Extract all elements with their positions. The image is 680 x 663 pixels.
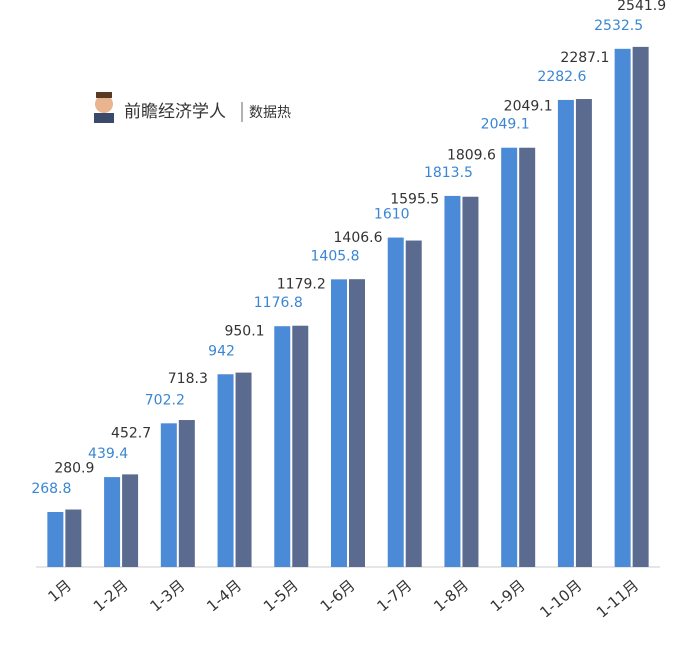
bar	[632, 46, 649, 567]
x-tick-label: 1-4月	[203, 576, 245, 615]
bar	[349, 279, 365, 567]
x-tick-label: 1-11月	[593, 576, 642, 621]
value-label: 280.9	[54, 461, 94, 477]
x-tick-label: 1-9月	[487, 576, 529, 615]
bar	[519, 147, 536, 568]
bar	[104, 477, 121, 567]
bar	[462, 196, 479, 567]
bar	[235, 372, 252, 567]
value-label: 1176.8	[254, 295, 303, 311]
bar	[122, 474, 139, 567]
tag: 数据热	[249, 105, 291, 121]
bar	[160, 423, 177, 567]
value-label: 1179.2	[277, 277, 326, 293]
value-label: 2049.1	[481, 117, 530, 133]
brand: 前瞻经济学人	[124, 102, 226, 122]
bar	[292, 325, 309, 567]
x-tick-label: 1-6月	[317, 576, 359, 615]
bar	[47, 511, 64, 567]
bar	[501, 147, 518, 568]
x-tick-label: 1月	[45, 576, 75, 606]
bar	[405, 240, 422, 568]
value-label: 1610	[374, 207, 410, 223]
value-label: 702.2	[145, 392, 185, 408]
value-label: 452.7	[111, 425, 151, 441]
bar	[575, 99, 592, 567]
x-tick-label: 1-5月	[260, 576, 302, 615]
brand-logo	[94, 92, 114, 123]
value-label: 1405.8	[311, 248, 360, 264]
value-label: 950.1	[224, 324, 264, 340]
bar	[65, 509, 82, 567]
value-label: 2532.5	[594, 18, 643, 34]
value-label: 1406.6	[334, 230, 383, 246]
value-label: 942	[208, 343, 235, 359]
bar	[614, 48, 631, 568]
x-tick-label: 1-3月	[147, 576, 189, 615]
value-label: 718.3	[168, 371, 208, 387]
bar	[178, 420, 195, 567]
x-tick-label: 1-2月	[90, 576, 132, 615]
value-label: 1813.5	[424, 165, 473, 181]
bar	[274, 326, 291, 567]
value-label: 2049.1	[504, 99, 553, 115]
value-label: 2282.6	[537, 69, 586, 85]
value-label: 2541.9	[617, 0, 666, 14]
value-label: 439.4	[88, 446, 128, 462]
value-label: 268.8	[31, 481, 71, 497]
bar	[444, 195, 461, 567]
value-label: 1595.5	[390, 192, 439, 208]
bar	[557, 99, 574, 568]
x-tick-label: 1-10月	[536, 576, 585, 621]
bar	[217, 374, 234, 567]
value-label: 1809.6	[447, 148, 496, 164]
bar	[387, 237, 404, 568]
x-tick-label: 1-7月	[373, 576, 415, 615]
x-tick-label: 1-8月	[430, 576, 472, 615]
bar	[331, 279, 347, 567]
value-label: 2287.1	[560, 50, 609, 66]
